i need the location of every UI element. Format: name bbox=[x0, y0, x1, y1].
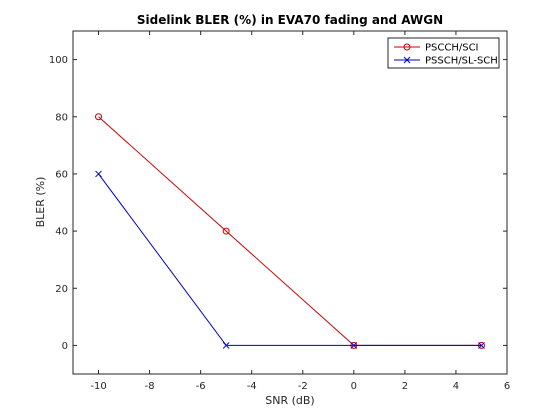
x-tick-label: -10 bbox=[90, 381, 106, 392]
x-tick-label: -4 bbox=[247, 381, 257, 392]
chart-title: Sidelink BLER (%) in EVA70 fading and AW… bbox=[137, 13, 443, 27]
legend-entry-pscch-sci: PSCCH/SCI bbox=[394, 43, 479, 54]
data-point-pssch-sl-sch bbox=[478, 342, 485, 349]
y-tick-label: 60 bbox=[55, 169, 68, 180]
axes bbox=[72, 30, 508, 375]
y-tick-label: 80 bbox=[55, 112, 68, 123]
x-tick-label: 2 bbox=[402, 381, 408, 392]
x-tick-label: -6 bbox=[196, 381, 206, 392]
legend-swatch-marker bbox=[403, 56, 411, 64]
legend: PSCCH/SCI PSSCH/SL-SCH bbox=[387, 37, 500, 69]
plot-area bbox=[73, 31, 507, 374]
x-tick-label: 4 bbox=[453, 381, 459, 392]
x-tick-label: -2 bbox=[298, 381, 308, 392]
series-line-pssch-sl-sch bbox=[98, 173, 482, 346]
data-point-pscch-sci bbox=[222, 227, 230, 235]
x-tick-label: -8 bbox=[145, 381, 155, 392]
y-tick-label: 0 bbox=[62, 341, 68, 352]
legend-entry-pssch-sl-sch: PSSCH/SL-SCH bbox=[394, 56, 498, 67]
series-pssch-sl-sch bbox=[95, 170, 485, 349]
data-point-pscch-sci bbox=[95, 113, 103, 121]
legend-box bbox=[387, 37, 500, 69]
y-axis-label: BLER (%) bbox=[34, 177, 47, 228]
legend-swatch-marker bbox=[403, 43, 411, 51]
y-tick-label: 20 bbox=[55, 284, 68, 295]
data-point-pssch-sl-sch bbox=[95, 170, 102, 178]
x-tick-label: 0 bbox=[351, 381, 357, 392]
y-tick-label: 100 bbox=[49, 55, 68, 66]
x-axis-label: SNR (dB) bbox=[265, 394, 314, 407]
data-point-pssch-sl-sch bbox=[222, 342, 230, 349]
series-layer bbox=[95, 113, 485, 349]
data-point-pssch-sl-sch bbox=[350, 342, 358, 349]
legend-label: PSCCH/SCI bbox=[425, 43, 479, 54]
x-tick-label: 6 bbox=[504, 381, 510, 392]
legend-label: PSSCH/SL-SCH bbox=[425, 56, 498, 67]
axes-box bbox=[72, 30, 508, 375]
y-tick-label: 40 bbox=[55, 227, 68, 238]
